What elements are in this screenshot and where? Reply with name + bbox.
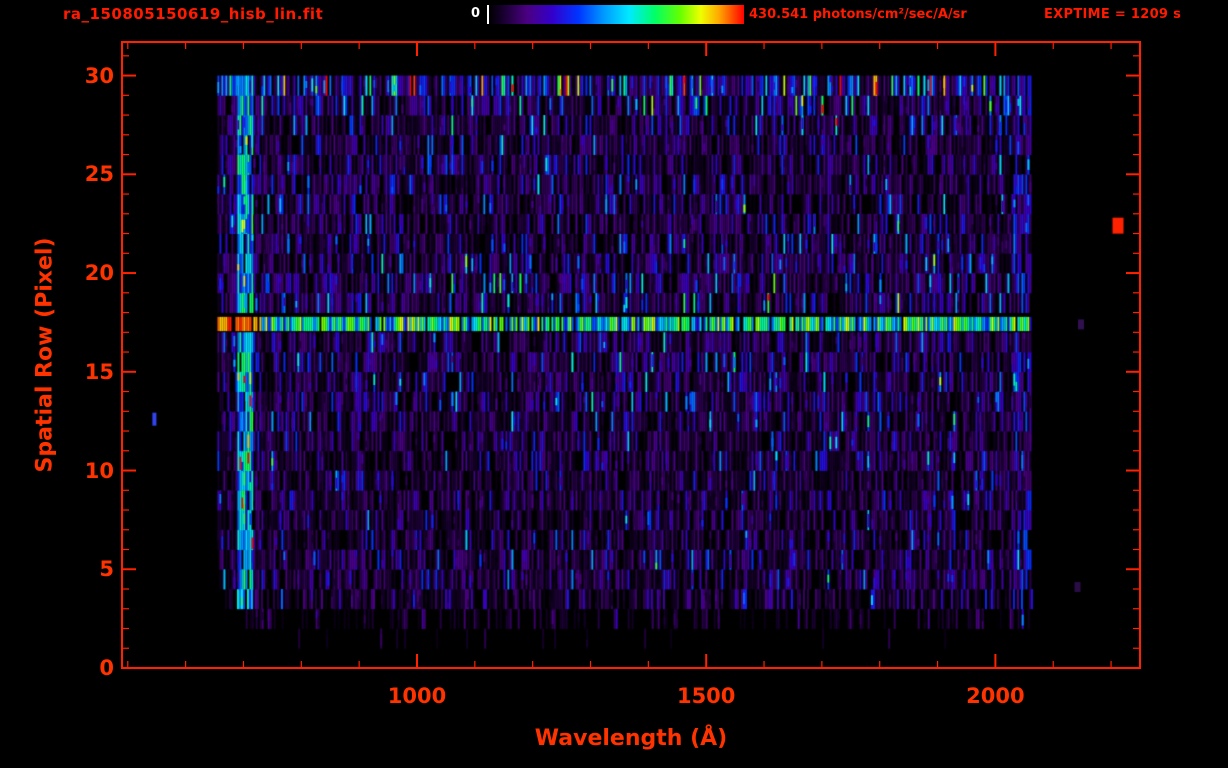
y-axis-title: Spatial Row (Pixel) — [32, 237, 58, 473]
y-tick-label: 0 — [99, 656, 114, 680]
y-tick-label: 15 — [84, 359, 114, 384]
y-tick-label: 10 — [84, 458, 114, 483]
exptime-label: EXPTIME = 1209 s — [1044, 7, 1182, 22]
x-tick-label: 2000 — [966, 684, 1025, 708]
x-tick-label: 1000 — [387, 684, 447, 708]
x-tick-label: 1500 — [676, 684, 736, 708]
colorbar — [487, 5, 744, 24]
y-tick-label: 5 — [99, 557, 114, 582]
colorbar-min-label: 0 — [470, 6, 480, 21]
y-tick-label: 20 — [84, 261, 114, 286]
y-tick-label: 25 — [84, 162, 114, 187]
colorbar-max-label: 430.541 photons/cm²/sec/A/sr — [749, 7, 967, 22]
x-axis-title: Wavelength (Å) — [534, 726, 728, 751]
y-tick-label: 30 — [84, 63, 114, 88]
fits-filename: ra_150805150619_hisb_lin.fit — [63, 5, 324, 23]
